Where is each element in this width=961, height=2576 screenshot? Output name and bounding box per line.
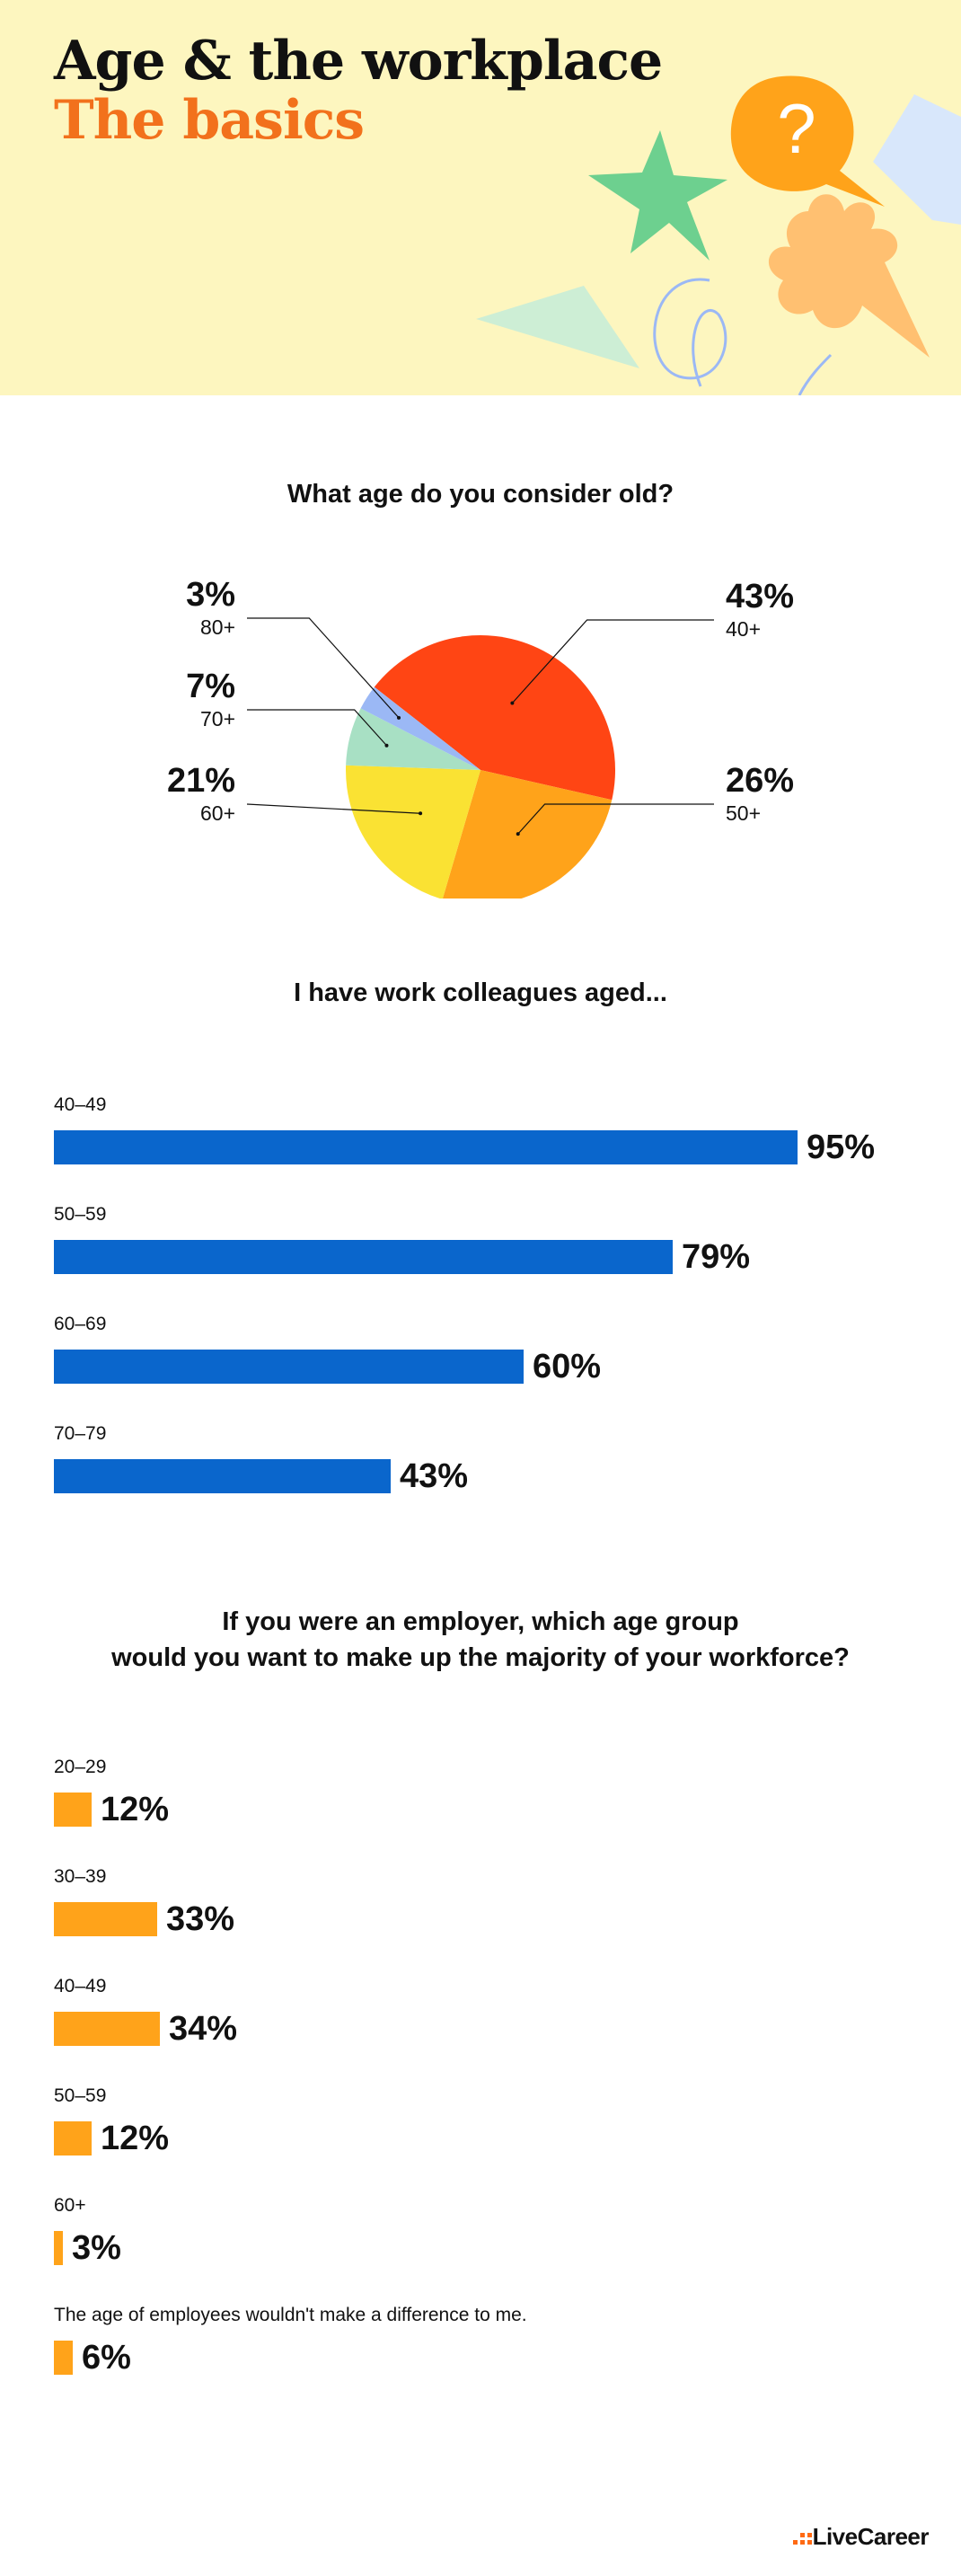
bar	[54, 1130, 798, 1164]
logo-dots-icon	[792, 2532, 812, 2545]
pie-value-label: 21%	[167, 762, 235, 800]
bar	[54, 2012, 160, 2046]
bar-row: 70–79 43%	[54, 1423, 916, 1497]
bar	[54, 1459, 391, 1493]
pie-leader-line	[511, 619, 714, 704]
bar-value-label: 12%	[101, 2120, 170, 2157]
pie-leader-line	[246, 803, 421, 814]
header-banner: ? Age & the workplace The basics	[0, 0, 961, 395]
squiggle-tail-shape	[798, 353, 833, 395]
bar	[54, 1902, 157, 1936]
bar-row: 40–49 34%	[54, 1976, 916, 2049]
pie-category-label: 40+	[726, 617, 761, 641]
bar-value-label: 3%	[72, 2229, 121, 2267]
bar-value-label: 95%	[807, 1129, 876, 1166]
bar-value-label: 43%	[400, 1457, 469, 1495]
bar-value-label: 6%	[82, 2339, 131, 2377]
pie-category-label: 60+	[200, 801, 235, 825]
bar-value-label: 79%	[682, 1238, 751, 1276]
bar-value-label: 60%	[533, 1348, 602, 1385]
speech-bubble-shape	[730, 75, 885, 208]
pie-chart-title: What age do you consider old?	[287, 480, 674, 509]
bar-row: 50–59 12%	[54, 2085, 916, 2159]
bar-category-label: 70–79	[54, 1423, 107, 1444]
page-title: Age & the workplace	[54, 30, 663, 93]
bar-category-label: 30–39	[54, 1866, 107, 1887]
pie-slice-60plus	[346, 765, 480, 899]
page-subtitle: The basics	[54, 89, 365, 152]
question-mark-icon: ?	[777, 89, 816, 168]
employer-chart-title-line-1: If you were an employer, which age group	[222, 1607, 739, 1636]
bar	[54, 2121, 92, 2156]
pie-leader-dot	[419, 811, 423, 816]
bar-row: 60–69 60%	[54, 1314, 916, 1387]
squiggle-shape	[653, 278, 727, 387]
pie-category-label: 80+	[200, 615, 235, 639]
diamond-shape	[873, 94, 961, 225]
bar	[54, 2231, 63, 2265]
livecareer-logo: LiveCareer	[792, 2523, 930, 2551]
bar-row: 20–29 12%	[54, 1757, 916, 1830]
star-shape	[588, 130, 727, 261]
bar-category-label: 20–29	[54, 1757, 107, 1777]
pie-value-label: 3%	[186, 576, 235, 614]
bar-category-label: The age of employees wouldn't make a dif…	[54, 2305, 527, 2325]
pie-category-label: 50+	[726, 801, 761, 825]
logo-text: LiveCareer	[812, 2523, 930, 2550]
pie-chart: 43%40+ 26%50+ 21%60+ 7%70+ 3%80+	[167, 576, 794, 899]
pie-category-label: 70+	[200, 707, 235, 730]
bar	[54, 2341, 73, 2375]
pie-value-label: 26%	[726, 762, 794, 800]
pie-leader-dot	[384, 743, 389, 748]
pie-value-label: 7%	[186, 668, 235, 705]
colleagues-chart-title: I have work colleagues aged...	[294, 978, 667, 1007]
pie-leader-line	[247, 617, 400, 719]
pie-leader-line	[247, 709, 387, 747]
header-decoration: ?	[476, 75, 961, 395]
bar-category-label: 60–69	[54, 1314, 107, 1334]
bar-row: 60+ 3%	[54, 2195, 916, 2269]
bar	[54, 1793, 92, 1827]
pie-slice-50plus	[442, 770, 613, 899]
pie-leader-dot	[510, 701, 515, 705]
bar-category-label: 50–59	[54, 2085, 107, 2106]
employer-chart-title-line-2: would you want to make up the majority o…	[111, 1643, 850, 1672]
pie-slice-70plus	[346, 708, 480, 770]
pie-slice-40plus	[374, 635, 616, 801]
bar-row: The age of employees wouldn't make a dif…	[54, 2305, 916, 2378]
bar-row: 50–59 79%	[54, 1204, 916, 1278]
bar-row: 40–49 95%	[54, 1094, 916, 1168]
pie-leader-dot	[397, 715, 401, 720]
bar-value-label: 34%	[169, 2010, 238, 2048]
pie-value-label: 43%	[726, 578, 794, 615]
pie-leader-dot	[516, 832, 520, 837]
bar-value-label: 33%	[166, 1900, 235, 1938]
bar	[54, 1240, 673, 1274]
bar-value-label: 12%	[101, 1791, 170, 1828]
bar-category-label: 40–49	[54, 1094, 107, 1115]
bar	[54, 1350, 524, 1384]
bar-row: 30–39 33%	[54, 1866, 916, 1940]
bar-category-label: 40–49	[54, 1976, 107, 1996]
bar-category-label: 50–59	[54, 1204, 107, 1225]
bar-category-label: 60+	[54, 2195, 86, 2216]
pie-leader-line	[517, 803, 714, 835]
triangle-shape	[476, 286, 639, 368]
pie-slice-80plus	[360, 686, 480, 770]
flower-shape	[768, 194, 930, 358]
